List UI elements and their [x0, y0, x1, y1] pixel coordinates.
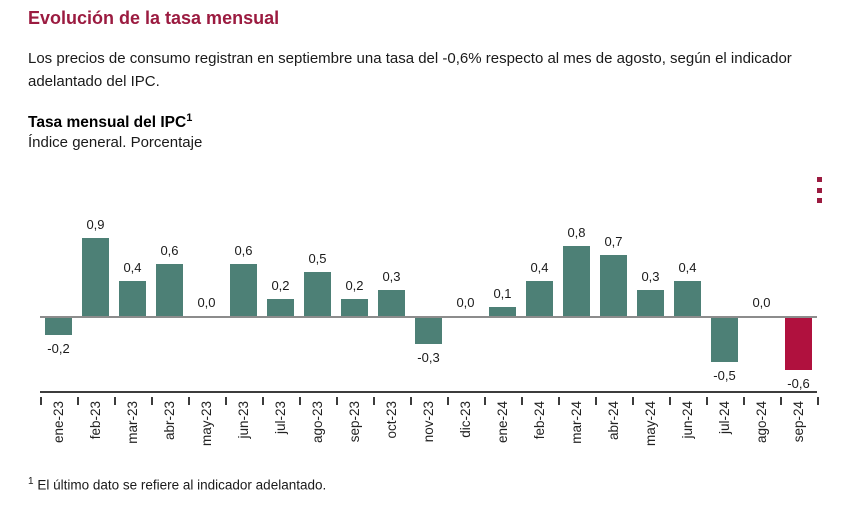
x-label-feb-23: feb-23	[88, 401, 103, 440]
bar-jun-24	[674, 281, 701, 316]
bar-abr-23	[156, 264, 183, 316]
value-label-abr-24: 0,7	[604, 234, 623, 249]
bar-may-24	[637, 290, 664, 316]
value-label-mar-23: 0,4	[123, 260, 142, 275]
axis-tick	[447, 397, 449, 405]
axis-ticks	[40, 397, 819, 405]
x-label-sep-23: sep-23	[347, 401, 362, 443]
value-label-may-23: 0,0	[197, 295, 216, 310]
x-label-abr-23: abr-23	[162, 401, 177, 441]
axis-tick	[484, 397, 486, 405]
axis-tick	[743, 397, 745, 405]
bar-mar-24	[563, 246, 590, 316]
page-title: Evolución de la tasa mensual	[28, 8, 280, 28]
x-label-jul-23: jul-23	[273, 401, 288, 435]
bar-ene-24	[489, 307, 516, 316]
bar-jul-23	[267, 299, 294, 316]
axis-tick	[225, 397, 227, 405]
chart-subtitle: Índice general. Porcentaje	[28, 134, 203, 151]
axis-tick	[262, 397, 264, 405]
axis-tick	[114, 397, 116, 405]
value-label-jun-24: 0,4	[678, 260, 697, 275]
value-label-feb-23: 0,9	[86, 217, 105, 232]
axis-tick	[151, 397, 153, 405]
value-label-mar-24: 0,8	[567, 225, 586, 240]
value-label-ago-23: 0,5	[308, 251, 327, 266]
bar-abr-24	[600, 255, 627, 316]
x-label-ago-24: ago-24	[754, 401, 769, 444]
value-label-nov-23: -0,3	[417, 350, 440, 365]
x-label-oct-23: oct-23	[384, 401, 399, 439]
x-label-mar-24: mar-24	[569, 401, 584, 444]
axis-tick	[40, 397, 42, 405]
axis-tick	[780, 397, 782, 405]
chart-title-superscript: 1	[186, 112, 193, 124]
value-label-feb-24: 0,4	[530, 260, 549, 275]
value-label-sep-24: -0,6	[787, 376, 810, 391]
x-label-may-24: may-24	[643, 401, 658, 447]
axis-tick	[410, 397, 412, 405]
axis-tick	[299, 397, 301, 405]
bar-ago-23	[304, 272, 331, 316]
axis-tick	[373, 397, 375, 405]
axis-tick	[706, 397, 708, 405]
x-label-jun-23: jun-23	[236, 401, 251, 439]
footnote-text: El último dato se refiere al indicador a…	[33, 477, 327, 493]
zero-line	[40, 316, 817, 318]
bar-feb-24	[526, 281, 553, 316]
x-label-may-23: may-23	[199, 401, 214, 447]
axis-tick	[817, 397, 819, 405]
value-label-ene-24: 0,1	[493, 286, 512, 301]
kebab-dot	[816, 198, 822, 203]
bar-nov-23	[415, 318, 442, 344]
x-label-abr-24: abr-24	[606, 401, 621, 441]
intro-paragraph: Los precios de consumo registran en sept…	[28, 50, 792, 90]
axis-tick	[595, 397, 597, 405]
kebab-dot	[816, 177, 822, 182]
x-axis-labels: ene-23 feb-23 mar-23 abr-23 may-23 jun-23 jul-…	[40, 401, 817, 467]
axis-tick	[521, 397, 523, 405]
axis-tick	[77, 397, 79, 405]
chart-title-text: Tasa mensual del IPC	[28, 114, 187, 132]
x-label-ago-23: ago-23	[310, 401, 325, 444]
x-label-ene-23: ene-23	[51, 401, 66, 444]
value-label-abr-23: 0,6	[160, 243, 179, 258]
axis-tick	[336, 397, 338, 405]
bar-jul-24	[711, 318, 738, 362]
bar-jun-23	[230, 264, 257, 316]
x-label-nov-23: nov-23	[421, 401, 436, 443]
x-label-jun-24: jun-24	[680, 401, 695, 439]
chart-title: Tasa mensual del IPC1	[28, 112, 192, 132]
bar-oct-23	[378, 290, 405, 316]
value-label-jul-23: 0,2	[271, 278, 290, 293]
value-label-jun-23: 0,6	[234, 243, 253, 258]
value-label-oct-23: 0,3	[382, 269, 401, 284]
axis-tick	[632, 397, 634, 405]
value-label-dic-23: 0,0	[456, 295, 475, 310]
axis-tick	[669, 397, 671, 405]
value-label-jul-24: -0,5	[713, 368, 736, 383]
bar-ene-23	[45, 318, 72, 335]
footnote: 1 El último dato se refiere al indicador…	[28, 476, 326, 493]
plot-area: -0,2 0,9 0,4 0,6 0,0 0,6 0,2 0,5 0,2 0,3 -0,3 0,0 0,…	[40, 195, 817, 393]
x-label-ene-24: ene-24	[495, 401, 510, 444]
x-label-jul-24: jul-24	[717, 401, 732, 435]
axis-tick	[188, 397, 190, 405]
x-label-dic-23: dic-23	[458, 401, 473, 438]
footnote-marker: 1	[28, 476, 34, 487]
x-label-sep-24: sep-24	[791, 401, 806, 443]
bar-sep-23	[341, 299, 368, 316]
value-label-may-24: 0,3	[641, 269, 660, 284]
kebab-menu-icon[interactable]	[812, 177, 826, 203]
value-label-ago-24: 0,0	[752, 295, 771, 310]
x-label-feb-24: feb-24	[532, 401, 547, 440]
kebab-dot	[816, 187, 822, 193]
bar-feb-23	[82, 238, 109, 316]
value-label-sep-23: 0,2	[345, 278, 364, 293]
value-label-ene-23: -0,2	[47, 341, 70, 356]
x-label-mar-23: mar-23	[125, 401, 140, 444]
bar-sep-24	[785, 318, 812, 370]
axis-tick	[558, 397, 560, 405]
bar-mar-23	[119, 281, 146, 316]
